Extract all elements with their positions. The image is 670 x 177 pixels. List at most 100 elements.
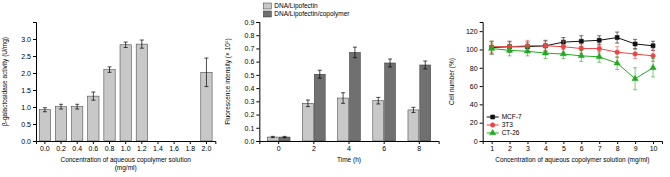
x-axis-tick: 6 <box>580 141 584 152</box>
x-axis-tick: 0.8 <box>105 141 115 152</box>
x-axis-tick-label: 4 <box>347 145 351 152</box>
error-bar <box>75 104 79 109</box>
x-axis-tick: 3 <box>526 141 530 152</box>
x-axis-tick: 1.4 <box>153 141 163 152</box>
x-axis-tick-mark <box>492 141 493 144</box>
y-axis-tick-mark <box>256 48 259 49</box>
error-bar <box>651 41 655 50</box>
x-axis-tick-mark <box>349 141 350 144</box>
error-bar <box>43 108 47 112</box>
x-axis-tick-label: 6 <box>580 145 584 152</box>
marker <box>489 45 495 50</box>
x-axis-tick: 1.0 <box>121 141 131 152</box>
x-axis-tick-label: 2 <box>312 145 316 152</box>
y-axis-line <box>480 23 484 142</box>
y-axis-tick-mark <box>256 88 259 89</box>
legend-label: DNA/Lipofectin/copolymer <box>274 10 350 18</box>
error-bar <box>140 40 144 48</box>
error-bar <box>91 92 95 100</box>
y-axis-tick-mark <box>480 49 483 50</box>
x-axis: 0.00.20.40.60.81.01.21.41.61.82.0 <box>37 141 216 152</box>
legend-swatch <box>263 3 271 9</box>
y-axis-tick-label: 2.5 <box>21 53 31 60</box>
x-axis-tick: 0 <box>277 141 281 152</box>
x-axis-tick-mark <box>384 141 385 144</box>
y-axis-tick-mark <box>33 141 36 142</box>
panel: 024680.00.10.20.30.40.50.60.70.80.9Time … <box>224 2 439 164</box>
legend-item: DNA/Lipofectin/copolymer <box>263 10 350 18</box>
y-axis-tick: 100 <box>466 46 483 53</box>
x-axis-tick-label: 8 <box>417 145 421 152</box>
x-axis-tick: 8 <box>616 141 620 152</box>
x-axis-tick-label: 0.0 <box>40 145 50 152</box>
marker <box>615 36 619 40</box>
y-axis-tick-mark <box>480 68 483 69</box>
marker <box>543 44 547 48</box>
y-axis-tick: 0.3 <box>245 98 260 105</box>
x-axis-tick: 0.4 <box>72 141 82 152</box>
y-axis-tick-label: 1.0 <box>21 104 31 111</box>
y-axis-tick-label: 40 <box>470 101 478 108</box>
y-axis-tick-mark <box>33 90 36 91</box>
x-axis-tick-mark <box>510 141 511 144</box>
y-axis: 020406080100120 <box>466 23 483 145</box>
error-bar <box>306 100 310 107</box>
x-axis-tick-label: 0 <box>277 145 281 152</box>
y-axis-tick: 20 <box>470 119 483 126</box>
y-axis-tick: 0.4 <box>245 85 260 92</box>
bar <box>279 137 290 141</box>
figure: 0.00.20.40.60.81.01.21.41.61.82.00.00.51… <box>0 0 670 177</box>
x-axis-tick-mark <box>141 141 142 144</box>
y-axis-tick-label: 1.5 <box>21 87 31 94</box>
x-axis-tick: 8 <box>417 141 421 152</box>
y-axis-tick-label: 2.0 <box>21 70 31 77</box>
y-axis-title: Cell number (%) <box>448 58 456 105</box>
x-axis-tick-label: 0.8 <box>105 145 115 152</box>
y-axis-tick-label: 80 <box>470 65 478 72</box>
x-axis-tick-label: 0.4 <box>72 145 82 152</box>
x-axis-tick: 2 <box>312 141 316 152</box>
x-axis-tick-label: 9 <box>634 145 638 152</box>
y-axis-tick: 80 <box>470 65 483 72</box>
legend: MCF-73T3CT-26 <box>487 113 522 136</box>
legend-label: MCF-7 <box>502 113 522 120</box>
y-axis-tick-label: 0.7 <box>245 45 255 52</box>
line <box>492 49 653 79</box>
x-axis-tick: 1.2 <box>137 141 147 152</box>
x-axis-tick-label: 10 <box>650 145 658 152</box>
x-axis-tick: 4 <box>347 141 351 152</box>
error-bar <box>204 58 208 87</box>
x-axis-tick-mark <box>77 141 78 144</box>
x-axis-tick-label: 1 <box>490 145 494 152</box>
x-axis-tick: 5 <box>562 141 566 152</box>
x-axis-title-line: Time (h) <box>337 156 361 164</box>
error-bar <box>615 32 619 43</box>
legend-label: CT-26 <box>502 129 520 136</box>
x-axis-tick-label: 2 <box>508 145 512 152</box>
y-axis-tick: 2.5 <box>21 53 36 60</box>
panel: 0.00.20.40.60.81.01.21.41.61.82.00.00.51… <box>1 23 216 173</box>
marker <box>542 50 548 55</box>
y-axis-tick-mark <box>33 107 36 108</box>
y-axis-tick-label: 0.3 <box>245 98 255 105</box>
x-axis-tick-label: 1.2 <box>137 145 147 152</box>
x-axis-title-line: Concentration of aqueous copolymer solut… <box>495 156 649 164</box>
y-axis-tick-label: 0.6 <box>245 58 255 65</box>
y-axis-tick: 1.5 <box>21 87 36 94</box>
marker <box>633 52 638 57</box>
x-axis-tick-mark <box>599 141 600 144</box>
marker <box>615 50 620 55</box>
x-axis-tick-mark <box>157 141 158 144</box>
bar <box>39 110 50 141</box>
y-axis-tick-label: 0.0 <box>245 138 255 145</box>
error-bar <box>633 39 637 48</box>
error-bar <box>59 104 63 109</box>
x-axis-title-line: (mg/ml) <box>115 164 137 172</box>
y-axis-tick-mark <box>480 123 483 124</box>
error-bar <box>353 47 357 58</box>
x-axis-tick-mark <box>617 141 618 144</box>
y-axis-line <box>256 23 260 142</box>
y-axis-tick-label: 60 <box>470 83 478 90</box>
x-axis-tick-mark <box>61 141 62 144</box>
y-axis-tick-label: 120 <box>466 28 478 35</box>
